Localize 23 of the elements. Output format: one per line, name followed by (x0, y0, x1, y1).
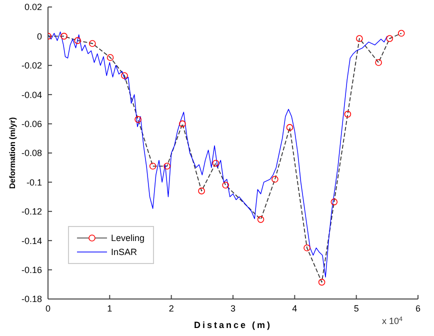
y-tick-label: -0.08 (21, 148, 42, 158)
y-tick-label: -0.02 (21, 60, 42, 71)
y-tick-label: 0.02 (24, 2, 42, 12)
x-tick-label: 4 (292, 303, 298, 314)
x-tick-label: 1 (107, 303, 112, 314)
y-tick-label: 0 (36, 31, 42, 42)
y-tick-label: -0.18 (21, 294, 42, 304)
legend-label: Leveling (111, 233, 145, 243)
y-tick-label: -0.1 (26, 177, 42, 188)
legend-label: InSAR (111, 247, 138, 257)
x-tick-label: 6 (415, 303, 421, 314)
x-tick-label: 3 (230, 303, 236, 314)
y-tick-label: -0.06 (21, 118, 42, 129)
x-axis-title: Distance (m) (194, 320, 272, 330)
x-tick-label: 2 (168, 303, 174, 314)
y-tick-label: -0.04 (21, 90, 42, 100)
x-tick-label: 0 (45, 303, 51, 314)
y-axis-title: Deformation (m/yr) (8, 116, 17, 189)
y-tick-label: -0.12 (21, 206, 42, 217)
y-tick-label: -0.14 (21, 236, 42, 246)
x-tick-label: 5 (354, 303, 359, 314)
text: x 10$^{4}$ (382, 316, 404, 326)
y-tick-label: -0.16 (21, 264, 42, 275)
